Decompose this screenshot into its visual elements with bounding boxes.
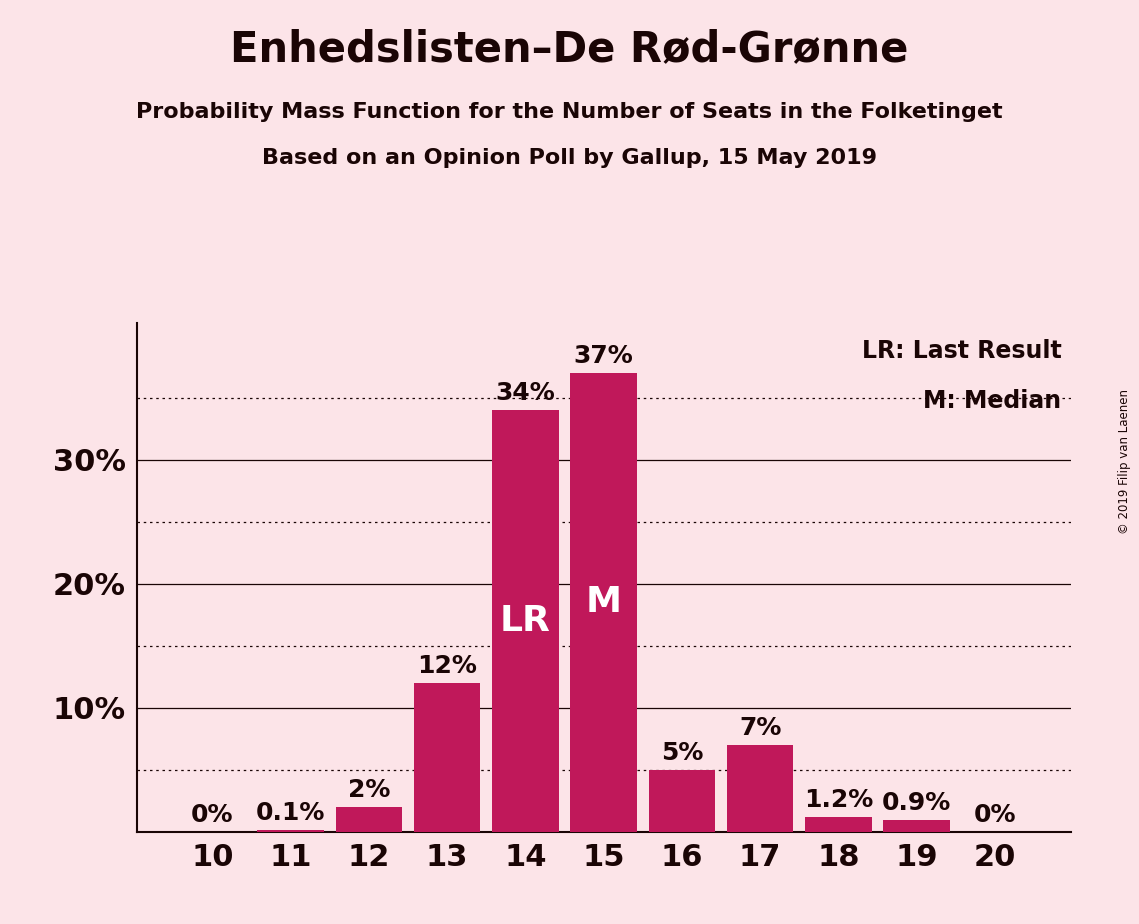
Text: 0.9%: 0.9% — [882, 792, 951, 816]
Text: 34%: 34% — [495, 382, 556, 406]
Bar — [257, 831, 323, 832]
Text: © 2019 Filip van Laenen: © 2019 Filip van Laenen — [1118, 390, 1131, 534]
Text: 0.1%: 0.1% — [256, 801, 326, 825]
Bar — [413, 683, 481, 832]
Text: Probability Mass Function for the Number of Seats in the Folketinget: Probability Mass Function for the Number… — [137, 102, 1002, 122]
Text: M: M — [585, 585, 622, 619]
Text: 0%: 0% — [974, 803, 1016, 827]
Text: 7%: 7% — [739, 716, 781, 740]
Text: LR: Last Result: LR: Last Result — [861, 338, 1062, 362]
Bar — [884, 821, 950, 832]
Text: M: Median: M: Median — [924, 390, 1062, 413]
Text: Enhedslisten–De Rød-Grønne: Enhedslisten–De Rød-Grønne — [230, 28, 909, 69]
Bar — [571, 373, 637, 832]
Bar — [805, 817, 871, 832]
Text: 5%: 5% — [661, 741, 703, 765]
Bar — [492, 410, 558, 832]
Bar — [336, 807, 402, 832]
Bar — [649, 770, 715, 832]
Text: 0%: 0% — [191, 803, 233, 827]
Text: LR: LR — [500, 604, 551, 638]
Text: 1.2%: 1.2% — [804, 788, 874, 812]
Bar — [727, 745, 794, 832]
Text: 2%: 2% — [347, 778, 390, 802]
Text: Based on an Opinion Poll by Gallup, 15 May 2019: Based on an Opinion Poll by Gallup, 15 M… — [262, 148, 877, 168]
Text: 12%: 12% — [417, 654, 477, 678]
Text: 37%: 37% — [574, 344, 633, 368]
